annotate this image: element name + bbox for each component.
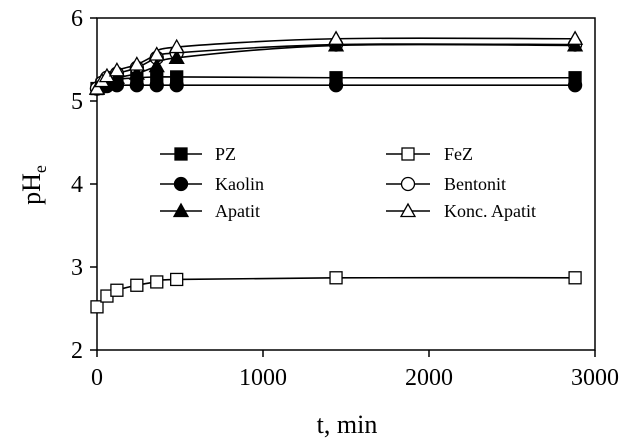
axes: 0 1000 2000 3000 2 3 4 5 6: [71, 6, 619, 391]
legend-marker: [400, 176, 416, 192]
data-point: [327, 30, 345, 45]
legend-label: Apatit: [215, 201, 260, 221]
data-point: [567, 78, 583, 93]
data-point: [168, 49, 185, 64]
data-point: [108, 61, 126, 77]
legend-marker: [399, 202, 417, 218]
data-point: [148, 46, 165, 61]
x-tick-label: 1000: [239, 365, 287, 391]
legend-label: PZ: [215, 144, 236, 164]
data-point: [128, 56, 145, 71]
y-axis-title: pHe: [17, 165, 50, 205]
y-axis-title-main: pH: [17, 173, 46, 205]
x-tick-label: 3000: [571, 365, 619, 391]
series-kaolin: [89, 78, 583, 96]
legend-item-konc-apatit: Konc. Apatit: [382, 200, 570, 222]
legend-item-bentonit: Bentonit: [382, 173, 530, 195]
data-point: [88, 80, 106, 95]
y-tick-label: 5: [71, 89, 83, 115]
data-point: [328, 78, 344, 93]
data-point: [150, 275, 164, 289]
legend-marker: [173, 176, 189, 192]
legend-label: FeZ: [444, 144, 473, 164]
legend-marker: [172, 202, 190, 218]
legend-item-apatit: Apatit: [156, 200, 281, 222]
y-axis-title-sub: e: [30, 165, 50, 173]
legend-label: Kaolin: [215, 174, 264, 194]
legend-bg: [382, 200, 570, 222]
legend: PZ FeZ Kaolin Bentonit Apatit Konc. Apatit: [156, 143, 570, 222]
legend-bg: [156, 173, 281, 195]
y-tick-label: 4: [71, 172, 83, 198]
data-point: [90, 300, 104, 314]
data-point: [130, 278, 144, 292]
data-point: [148, 57, 165, 73]
legend-item-pz: PZ: [156, 143, 241, 165]
legend-bg: [382, 173, 530, 195]
data-point: [129, 78, 144, 93]
y-tick-label: 3: [71, 255, 83, 281]
data-point: [110, 283, 124, 297]
data-point: [566, 30, 584, 45]
legend-label: Konc. Apatit: [444, 201, 536, 221]
legend-item-fez: FeZ: [382, 143, 480, 165]
series-fez: [90, 271, 582, 314]
legend-label: Bentonit: [444, 174, 506, 194]
legend-marker: [174, 147, 188, 161]
data-point: [170, 272, 184, 287]
x-tick-label: 2000: [405, 365, 453, 391]
data-point: [329, 271, 343, 285]
legend-item-kaolin: Kaolin: [156, 173, 281, 195]
y-tick-label: 6: [71, 6, 83, 32]
data-point: [169, 78, 184, 93]
data-point: [568, 271, 582, 285]
series-konc-apatit: [88, 30, 584, 95]
data-point: [149, 78, 164, 93]
x-tick-label: 0: [91, 365, 103, 391]
data-point: [168, 38, 185, 54]
y-tick-label: 2: [71, 338, 83, 364]
data-point: [128, 65, 145, 80]
x-axis-title: t, min: [317, 410, 378, 439]
series-layer: [88, 30, 584, 314]
legend-marker: [401, 147, 415, 161]
